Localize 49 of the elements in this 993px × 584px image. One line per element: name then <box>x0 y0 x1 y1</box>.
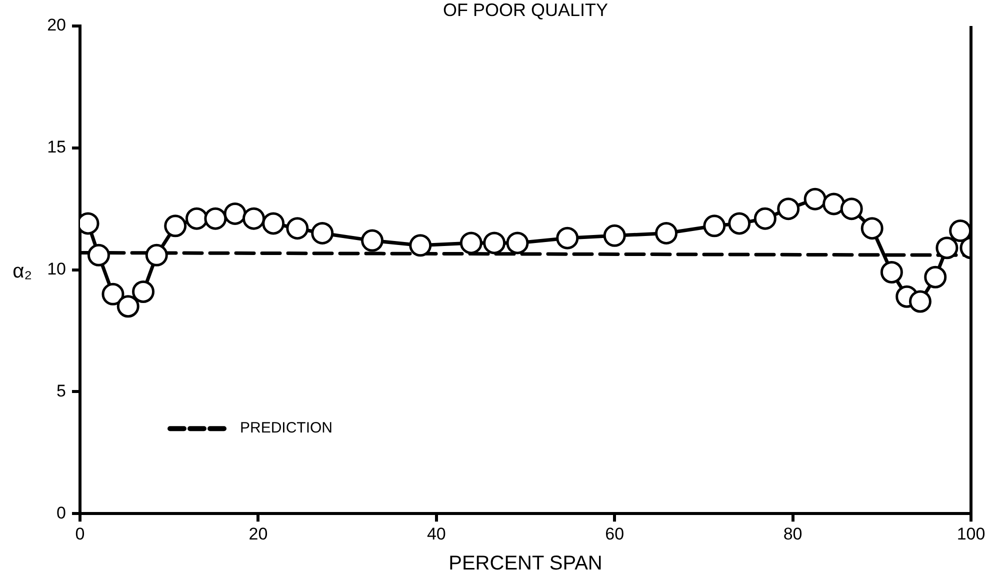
y-tick-label: 15 <box>47 138 66 157</box>
point <box>840 198 863 220</box>
x-tick-label: 100 <box>956 524 986 544</box>
x-tick-label: 40 <box>426 524 446 544</box>
point <box>924 266 947 288</box>
x-tick-label: 80 <box>783 524 802 544</box>
point <box>311 222 334 244</box>
point <box>936 236 958 260</box>
y-tick-label: 20 <box>47 16 66 35</box>
y-tick-label: 10 <box>47 259 66 278</box>
point <box>703 214 726 238</box>
point <box>556 226 579 250</box>
point <box>87 244 110 266</box>
point <box>655 222 678 244</box>
point <box>145 244 168 266</box>
x-tick-label: 20 <box>248 524 268 544</box>
point <box>603 224 626 247</box>
point <box>102 282 124 306</box>
point <box>880 260 903 284</box>
point <box>164 214 187 238</box>
point <box>116 295 140 318</box>
point <box>728 212 751 235</box>
point <box>204 207 227 230</box>
point <box>185 207 208 230</box>
x-axis-title: PERCENT SPAN <box>448 552 602 575</box>
point <box>286 217 309 240</box>
point <box>908 290 932 313</box>
legend-label: PREDICTION <box>240 420 333 437</box>
y-tick-label: 0 <box>56 503 66 522</box>
point <box>409 234 432 257</box>
point <box>242 207 265 230</box>
point <box>754 207 776 230</box>
point <box>777 198 800 220</box>
y-tick-label: 5 <box>56 381 66 400</box>
point <box>860 217 884 240</box>
y-axis-title: α₂ <box>12 260 32 282</box>
point <box>506 232 529 254</box>
point <box>361 229 384 252</box>
x-tick-label: 60 <box>605 524 624 544</box>
point <box>822 192 846 216</box>
point <box>224 202 246 225</box>
text: OF POOR QUALITY <box>442 0 608 20</box>
point <box>262 212 285 235</box>
x-tick-label: 0 <box>75 524 85 544</box>
point <box>460 232 482 254</box>
point <box>132 280 155 303</box>
point <box>483 232 506 254</box>
point <box>949 220 971 242</box>
point <box>804 188 826 210</box>
